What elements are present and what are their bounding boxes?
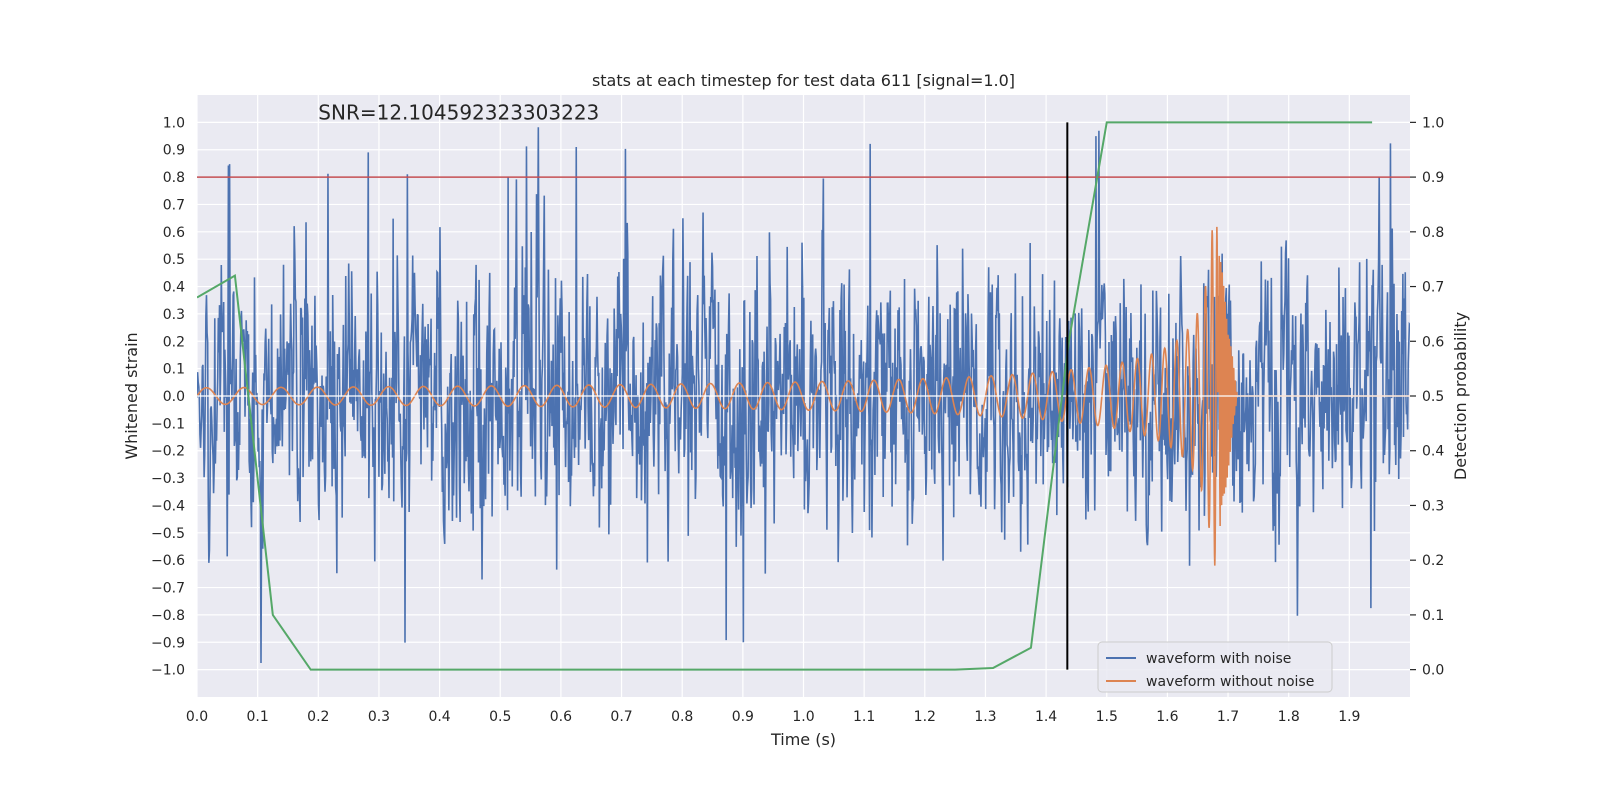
y-tick-label: −0.8: [151, 608, 185, 624]
y-tick-label: 0.1: [163, 362, 185, 378]
x-tick-label: 0.7: [610, 709, 632, 725]
y-tick-label: −0.9: [151, 635, 185, 651]
x-tick-label: 0.3: [368, 709, 390, 725]
x-tick-label: 0.8: [671, 709, 693, 725]
detection-probability-line: [197, 121, 1373, 671]
x-tick-label: 1.6: [1156, 709, 1178, 725]
x-tick-label: 0.9: [732, 709, 754, 725]
x-axis-label: Time (s): [770, 730, 836, 749]
y-tick-label: −0.7: [151, 581, 185, 597]
waveform-with-noise-line: [197, 127, 1410, 664]
y2-tick-label: 1.0: [1422, 115, 1444, 131]
x-tick-label: 0.1: [247, 709, 269, 725]
y-tick-label: 0.9: [163, 143, 185, 159]
y-tick-label: 0.0: [163, 389, 185, 405]
y-tick-label: −0.4: [151, 498, 185, 514]
y-tick-label: 1.0: [163, 115, 185, 131]
chart-title: stats at each timestep for test data 611…: [592, 71, 1015, 90]
legend-box: [1097, 641, 1333, 693]
x-tick-label: 1.2: [914, 709, 936, 725]
x-tick-label: 1.5: [1096, 709, 1118, 725]
x-tick-label: 0.4: [428, 709, 450, 725]
x-tick-label: 0.2: [307, 709, 329, 725]
y2-axis-label: Detection probability: [1451, 312, 1470, 480]
legend-label-signal: waveform without noise: [1146, 674, 1314, 690]
x-axis-ticks: 0.0 0.1 0.2 0.3 0.4 0.5 0.6 0.7 0.8 0.9 1.0 1.1 1.2 1…: [186, 709, 1361, 725]
y-tick-label: 0.2: [163, 334, 185, 350]
y-axis-label: Whitened strain: [122, 332, 141, 459]
y2-tick-label: 0.3: [1422, 498, 1444, 514]
y2-tick-label: 0.2: [1422, 553, 1444, 569]
y-tick-label: −1.0: [151, 663, 185, 679]
x-tick-label: 1.0: [792, 709, 814, 725]
legend-label-noise: waveform with noise: [1146, 651, 1291, 667]
y-tick-label: 0.7: [163, 197, 185, 213]
x-tick-label: 0.0: [186, 709, 208, 725]
x-tick-label: 1.7: [1217, 709, 1239, 725]
y-tick-label: −0.3: [151, 471, 185, 487]
y-tick-label: 0.4: [163, 280, 185, 296]
x-tick-label: 1.3: [974, 709, 996, 725]
x-tick-label: 1.9: [1338, 709, 1360, 725]
y-tick-label: −0.2: [151, 444, 185, 460]
y2-tick-label: 0.9: [1422, 170, 1444, 186]
y-tick-label: 0.8: [163, 170, 185, 186]
y2-tick-label: 0.0: [1422, 663, 1444, 679]
y2-tick-label: 0.8: [1422, 225, 1444, 241]
y2-tick-label: 0.1: [1422, 608, 1444, 624]
y-tick-label: 0.5: [163, 252, 185, 268]
y2-tick-label: 0.5: [1422, 389, 1444, 405]
y-tick-label: −0.1: [151, 416, 185, 432]
x-tick-label: 1.8: [1278, 709, 1300, 725]
series-area: [197, 121, 1410, 671]
y-axis-ticks: −1.0 −0.9 −0.8 −0.7 −0.6 −0.5 −0.4 −0.3 −0.2 −0.1…: [151, 115, 185, 678]
y-tick-label: 0.6: [163, 225, 185, 241]
y2-tick-label: 0.6: [1422, 334, 1444, 350]
y2-axis-ticks: 0.0 0.1 0.2 0.3 0.4 0.5 0.6 0.7 0.8 0.9 1.0: [1410, 115, 1444, 679]
x-tick-label: 1.4: [1035, 709, 1057, 725]
x-tick-label: 1.1: [853, 709, 875, 725]
snr-annotation: SNR=12.104592323303223: [318, 101, 599, 125]
x-tick-label: 0.6: [550, 709, 572, 725]
x-tick-label: 0.5: [489, 709, 511, 725]
y-tick-label: −0.6: [151, 553, 185, 569]
y2-tick-label: 0.4: [1422, 444, 1444, 460]
y-tick-label: −0.5: [151, 526, 185, 542]
y-tick-label: 0.3: [163, 307, 185, 323]
waveform-without-noise-line: [197, 226, 1410, 566]
legend: waveform with noise waveform without noi…: [1097, 641, 1333, 693]
y2-tick-label: 0.7: [1422, 280, 1444, 296]
